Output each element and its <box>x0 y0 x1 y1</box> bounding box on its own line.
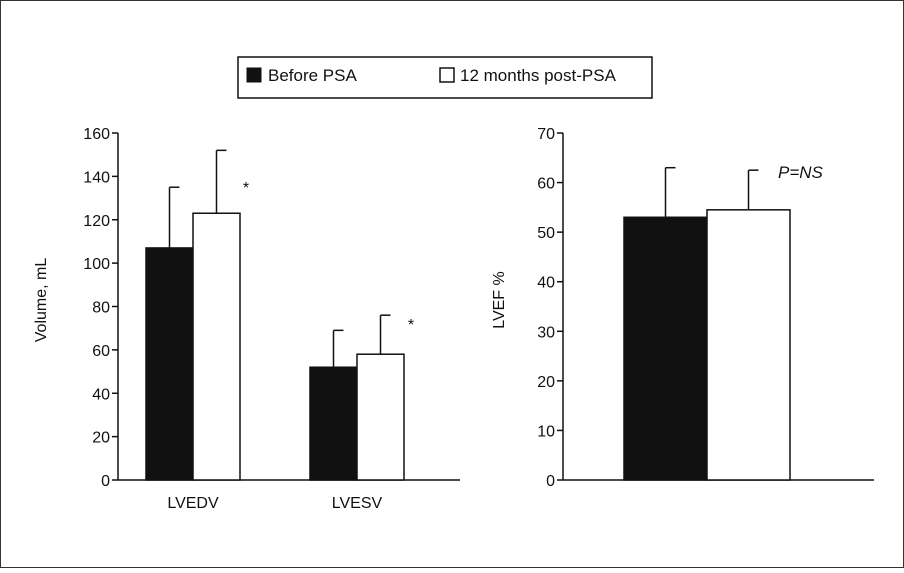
volume-y-tick-label: 60 <box>92 343 110 360</box>
volume-bar <box>356 353 405 481</box>
lvef-y-tick-label: 50 <box>537 225 555 242</box>
lvef-y-tick-label: 60 <box>537 176 555 193</box>
lvedv-significance-marker: * <box>243 180 249 197</box>
volume-bar <box>145 247 194 481</box>
volume-axis-label: Volume, mL <box>33 258 50 343</box>
lvef-y-tick-label: 10 <box>537 423 555 440</box>
volume-y-tick-label: 40 <box>92 386 110 403</box>
lvef-axis-label: LVEF % <box>491 271 508 329</box>
volume-y-tick-label: 120 <box>83 213 110 230</box>
lvef-bar <box>706 209 791 481</box>
legend: Before PSA 12 months post-PSA <box>237 56 653 99</box>
volume-chart: Volume, mL * * 0 20 40 60 80 100 120 140 160 LVED… <box>33 126 460 512</box>
legend-swatch-after <box>439 67 455 83</box>
lvef-y-tick-label: 20 <box>537 374 555 391</box>
legend-label-before: Before PSA <box>268 66 357 85</box>
lvef-y-tick-label: 40 <box>537 275 555 292</box>
legend-label-after: 12 months post-PSA <box>460 66 617 85</box>
volume-y-tick-label: 0 <box>101 473 110 490</box>
volume-category-label: LVESV <box>332 495 383 512</box>
lvesv-significance-marker: * <box>408 317 414 334</box>
volume-y-tick-label: 160 <box>83 126 110 143</box>
legend-swatch-before <box>246 67 262 83</box>
volume-bar <box>309 366 358 481</box>
volume-y-tick-label: 100 <box>83 256 110 273</box>
volume-bar <box>192 212 241 481</box>
volume-category-label: LVEDV <box>167 495 219 512</box>
lvef-y-tick-label: 0 <box>546 473 555 490</box>
lvef-p-value: P=NS <box>778 163 824 182</box>
lvef-y-tick-label: 30 <box>537 324 555 341</box>
volume-y-tick-label: 20 <box>92 430 110 447</box>
lvef-bar <box>623 216 708 481</box>
volume-y-tick-label: 80 <box>92 300 110 317</box>
lvef-chart: LVEF % P=NS 0 10 20 30 40 50 60 70 <box>491 126 874 490</box>
lvef-y-tick-label: 70 <box>537 126 555 143</box>
volume-y-tick-label: 140 <box>83 169 110 186</box>
